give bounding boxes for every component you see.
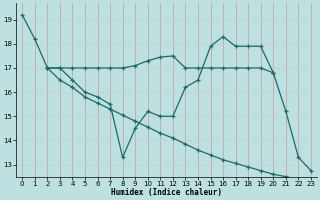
X-axis label: Humidex (Indice chaleur): Humidex (Indice chaleur)	[111, 188, 222, 197]
